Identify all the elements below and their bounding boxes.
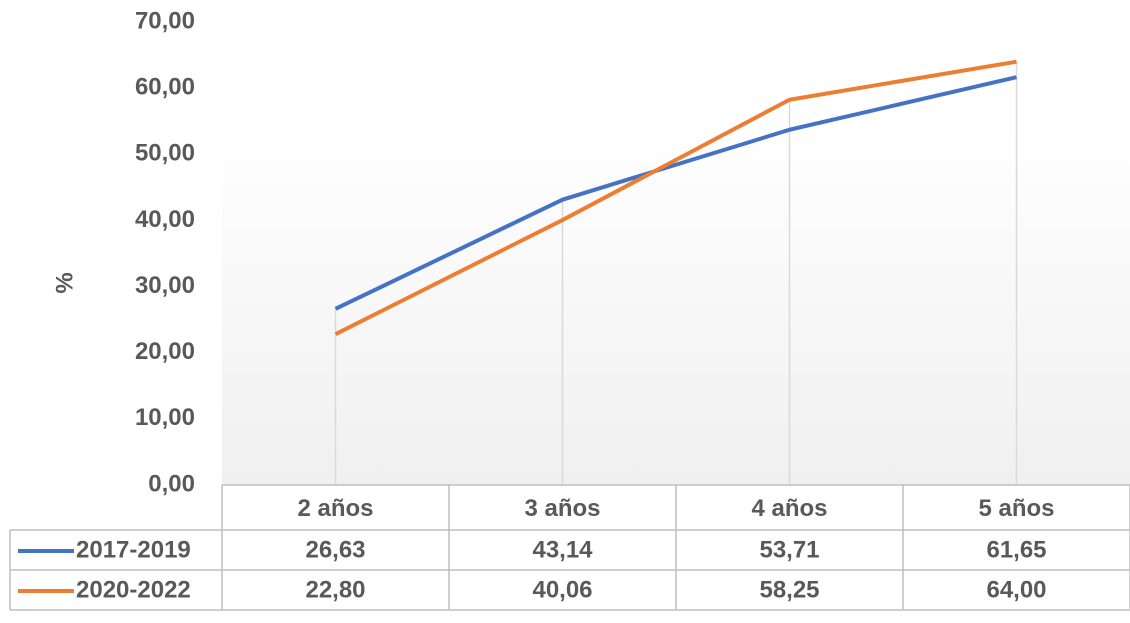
table-value: 26,63 [305, 536, 365, 563]
y-axis-label: % [51, 272, 78, 293]
table-value: 22,80 [305, 576, 365, 603]
y-tick-label: 60,00 [135, 73, 195, 100]
y-tick-label: 20,00 [135, 338, 195, 365]
x-tick-label: 3 años [524, 495, 600, 522]
table-value: 53,71 [759, 536, 819, 563]
x-tick-label: 2 años [297, 495, 373, 522]
x-tick-label: 5 años [978, 495, 1054, 522]
y-tick-label: 10,00 [135, 404, 195, 431]
y-tick-label: 0,00 [148, 470, 195, 497]
plot-background [222, 125, 1130, 485]
y-tick-label: 30,00 [135, 272, 195, 299]
table-value: 43,14 [532, 536, 593, 563]
y-tick-label: 40,00 [135, 206, 195, 233]
table-value: 58,25 [759, 576, 819, 603]
series-line [334, 59, 1017, 336]
series-line [334, 75, 1017, 311]
legend-label: 2017-2019 [76, 536, 191, 563]
y-tick-label: 70,00 [135, 7, 195, 34]
x-tick-label: 4 años [751, 495, 827, 522]
table-value: 40,06 [532, 576, 592, 603]
y-tick-label: 50,00 [135, 140, 195, 167]
legend-label: 2020-2022 [76, 576, 191, 603]
table-value: 64,00 [986, 576, 1046, 603]
table-value: 61,65 [986, 536, 1046, 563]
